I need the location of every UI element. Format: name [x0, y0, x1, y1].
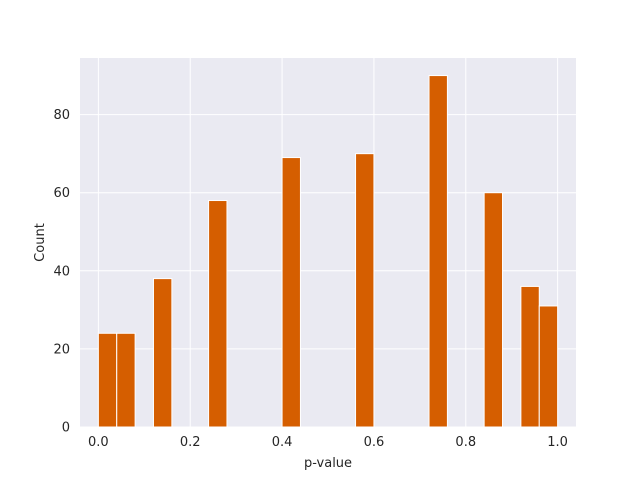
- x-tick-label: 0.6: [364, 435, 385, 450]
- histogram-bar: [97, 332, 118, 428]
- histogram-bar: [428, 75, 448, 428]
- y-axis-ticks: 0 20 40 60 80: [53, 108, 70, 435]
- histogram-bar: [208, 200, 228, 428]
- histogram-bar: [483, 192, 504, 428]
- histogram-bar: [116, 332, 136, 428]
- x-tick-label: 0.4: [272, 435, 293, 450]
- histogram-bars: [97, 75, 559, 428]
- x-axis-label: p-value: [304, 456, 352, 471]
- y-tick-label: 20: [53, 342, 70, 357]
- histogram-bar: [520, 285, 540, 428]
- y-tick-label: 0: [62, 421, 70, 436]
- y-axis-label: Count: [33, 223, 48, 262]
- x-axis-ticks: 0.0 0.2 0.4 0.6 0.8 1.0: [88, 435, 568, 450]
- y-tick-label: 80: [53, 108, 70, 123]
- y-tick-label: 40: [53, 264, 70, 279]
- x-tick-label: 1.0: [547, 435, 568, 450]
- histogram-bar: [538, 305, 559, 428]
- histogram-bar: [281, 157, 301, 428]
- histogram-bar: [355, 153, 375, 428]
- x-tick-label: 0.8: [455, 435, 476, 450]
- histogram-bar: [152, 278, 173, 428]
- x-tick-label: 0.2: [180, 435, 201, 450]
- x-tick-label: 0.0: [88, 435, 109, 450]
- y-tick-label: 60: [53, 186, 70, 201]
